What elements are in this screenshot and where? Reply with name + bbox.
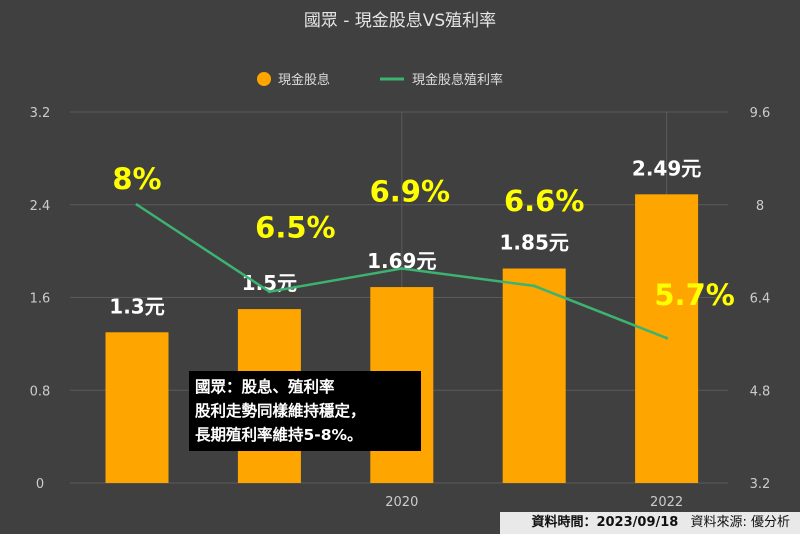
legend-bar-swatch xyxy=(257,72,271,86)
y-left-tick-label: 3.2 xyxy=(30,106,51,121)
yield-point xyxy=(400,267,404,271)
bar xyxy=(502,268,566,483)
yield-value-label: 6.6% xyxy=(504,184,584,218)
y-left-tick-label: 0 xyxy=(36,477,44,492)
bar-value-label: 1.3元 xyxy=(109,294,164,318)
x-tick-label: 2022 xyxy=(650,495,683,510)
yield-value-label: 6.5% xyxy=(255,211,335,245)
legend-line-label: 現金股息殖利率 xyxy=(412,72,503,88)
annotation-line-2: 股利走勢同樣維持穩定， xyxy=(195,402,366,420)
y-right-tick-label: 4.8 xyxy=(750,384,771,399)
y-left-tick-label: 2.4 xyxy=(30,199,51,214)
yield-point xyxy=(665,336,669,340)
yield-point xyxy=(267,290,271,294)
annotation-line-1: 國眾：股息、殖利率 xyxy=(195,378,335,396)
yield-point xyxy=(135,203,139,207)
y-left-tick-label: 1.6 xyxy=(30,292,51,307)
data-source: 資料來源: 優分析 xyxy=(690,515,790,530)
bar-value-label: 2.49元 xyxy=(632,156,701,180)
yield-value-label: 8% xyxy=(112,162,161,196)
yield-value-label: 5.7% xyxy=(654,278,734,312)
data-date: 資料時間：2023/09/18 xyxy=(531,515,679,530)
annotation-line-3: 長期殖利率維持5-8%。 xyxy=(195,426,363,444)
y-left-tick-label: 0.8 xyxy=(30,384,51,399)
y-right-tick-label: 6.4 xyxy=(750,292,771,307)
bar-value-label: 1.85元 xyxy=(500,231,569,255)
y-right-tick-label: 3.2 xyxy=(750,477,771,492)
x-tick-label: 2020 xyxy=(385,495,418,510)
source-footer: 資料時間：2023/09/18 資料來源: 優分析 xyxy=(531,511,790,530)
legend-bar-label: 現金股息 xyxy=(278,72,330,88)
annotation-box: 國眾：股息、殖利率 股利走勢同樣維持穩定， 長期殖利率維持5-8%。 xyxy=(189,371,421,451)
y-right-tick-label: 9.6 xyxy=(750,106,771,121)
yield-value-label: 6.9% xyxy=(370,175,450,209)
chart-title: 國眾 - 現金股息VS殖利率 xyxy=(304,11,496,31)
footer-background xyxy=(500,512,800,534)
y-right-tick-label: 8 xyxy=(756,199,764,214)
bar xyxy=(105,332,169,483)
yield-point xyxy=(532,284,536,288)
